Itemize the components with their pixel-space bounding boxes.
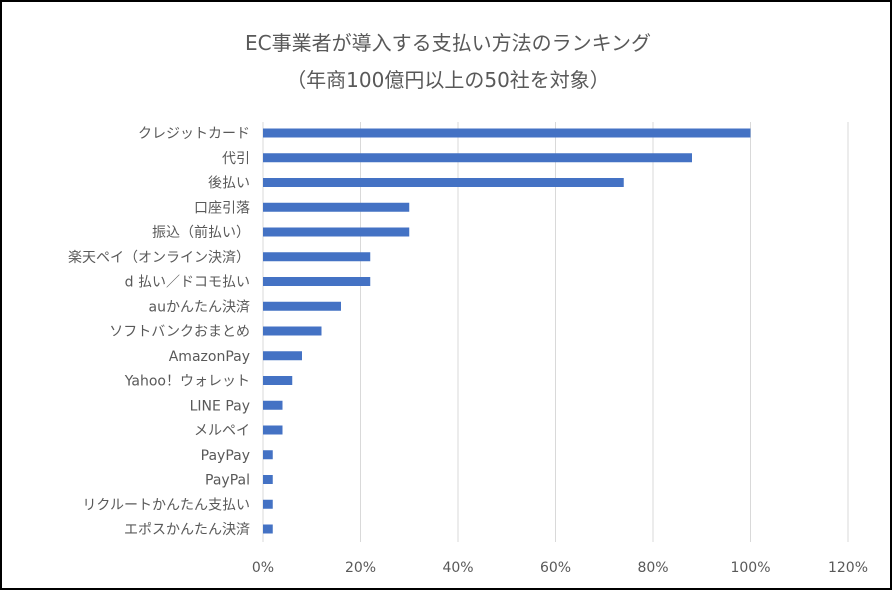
category-label: AmazonPay [169, 349, 250, 365]
bar [263, 450, 273, 460]
bar [263, 178, 624, 187]
bar [263, 227, 410, 237]
category-label: auかんたん決済 [149, 299, 250, 315]
x-tick-label: 120% [828, 560, 868, 576]
category-label: クレジットカード [138, 126, 250, 142]
bar [263, 425, 283, 435]
bar [263, 400, 283, 410]
x-tick-label: 0% [252, 560, 274, 576]
x-tick-label: 40% [442, 560, 473, 576]
chart-subtitle: （年商100億円以上の50社を対象） [286, 68, 610, 92]
x-tick-label: 80% [637, 560, 668, 576]
bar [263, 252, 371, 262]
category-label: メルペイ [194, 423, 250, 439]
x-tick-label: 20% [345, 560, 376, 576]
category-label: LINE Pay [190, 398, 250, 414]
category-label: 楽天ペイ（オンライン決済） [68, 250, 250, 266]
category-label: 口座引落 [194, 200, 250, 216]
bar [263, 376, 293, 385]
bar [263, 153, 692, 163]
bar [263, 202, 410, 212]
chart-title: EC事業者が導入する支払い方法のランキング [244, 31, 651, 55]
bar [263, 475, 273, 484]
category-label: エポスかんたん決済 [124, 522, 250, 538]
bar [263, 524, 273, 534]
bar [263, 351, 302, 361]
category-label: ソフトバンクおまとめ [109, 324, 250, 340]
category-label: 後払い [208, 176, 250, 192]
bar [263, 277, 371, 286]
bar [263, 326, 322, 336]
category-label: 代引 [222, 151, 250, 167]
category-label: Yahoo！ウォレット [124, 374, 250, 390]
bar [263, 301, 341, 311]
category-label: PayPay [201, 448, 250, 464]
bar [263, 499, 273, 509]
category-label: リクルートかんたん支払い [82, 497, 250, 513]
x-tick-label: 100% [730, 560, 770, 576]
category-label: 振込（前払い） [152, 224, 250, 241]
category-label: PayPal [205, 473, 250, 489]
category-label: d 払い／ドコモ払い [125, 275, 250, 291]
x-tick-label: 60% [540, 560, 571, 576]
bar [263, 128, 751, 138]
